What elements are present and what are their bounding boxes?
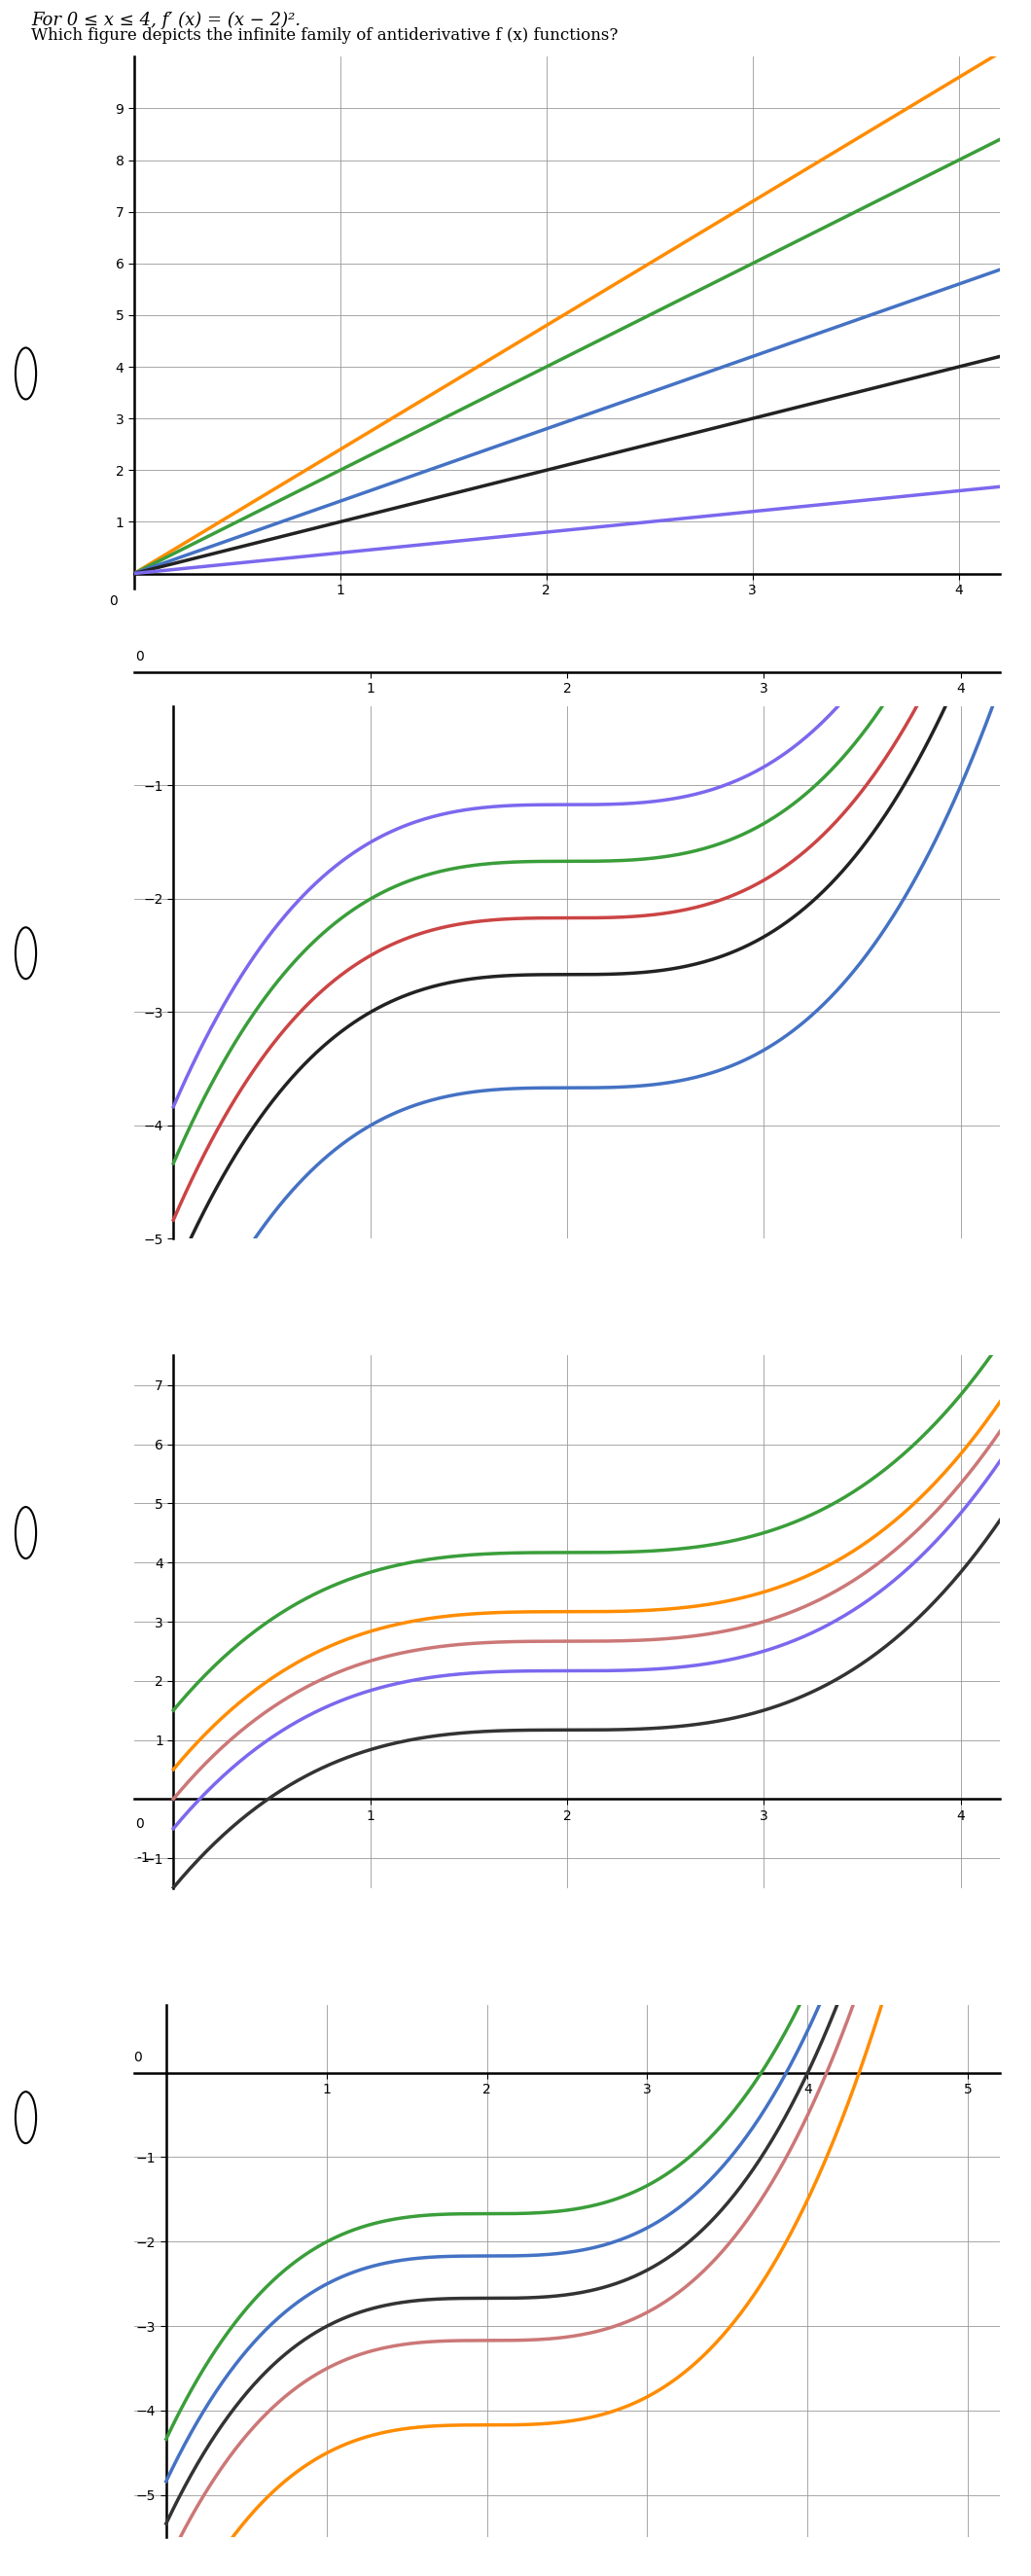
- Text: 0: 0: [135, 649, 144, 662]
- Text: 0: 0: [109, 595, 118, 608]
- Text: -1: -1: [136, 1852, 149, 1865]
- Text: 0: 0: [134, 2050, 142, 2063]
- Text: 0: 0: [135, 1816, 144, 1832]
- Text: For 0 ≤ x ≤ 4, f′ (x) = (x − 2)².: For 0 ≤ x ≤ 4, f′ (x) = (x − 2)².: [31, 10, 300, 28]
- Text: Which figure depicts the infinite family of antiderivative f (x) functions?: Which figure depicts the infinite family…: [31, 28, 618, 44]
